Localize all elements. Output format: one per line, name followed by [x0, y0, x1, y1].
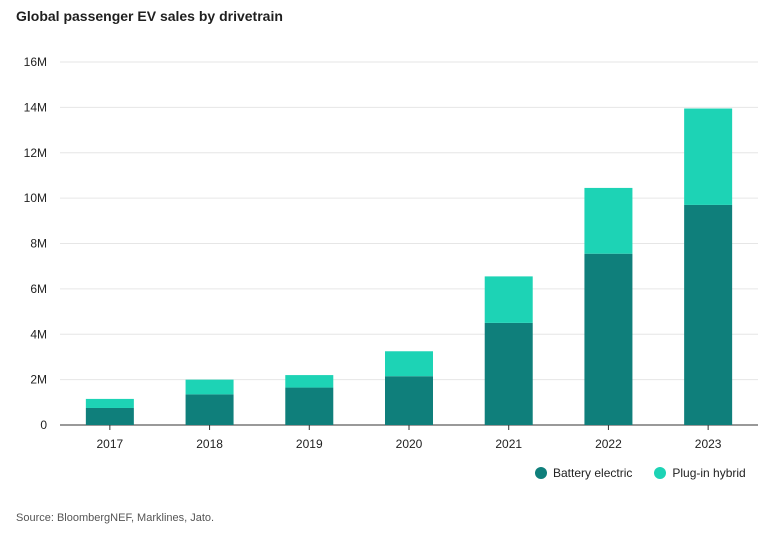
- legend: Battery electric Plug-in hybrid: [535, 466, 746, 480]
- y-tick-label: 8M: [30, 237, 47, 251]
- y-tick-label: 6M: [30, 282, 47, 296]
- legend-label-battery: Battery electric: [553, 466, 633, 480]
- legend-item-phev: Plug-in hybrid: [654, 466, 746, 480]
- bar-battery-2023: [684, 204, 733, 425]
- y-tick-label: 4M: [30, 327, 47, 341]
- bar-phev-2023: [684, 108, 733, 205]
- legend-label-phev: Plug-in hybrid: [672, 466, 746, 480]
- bar-phev-2021: [484, 276, 533, 323]
- legend-item-battery: Battery electric: [535, 466, 632, 480]
- legend-swatch-phev: [654, 467, 667, 479]
- y-tick-label: 14M: [24, 100, 47, 114]
- x-tick-label: 2021: [495, 437, 522, 451]
- bar-battery-2022: [584, 253, 633, 425]
- x-tick-label: 2018: [196, 437, 223, 451]
- legend-swatch-battery: [535, 467, 547, 479]
- y-tick-label: 0: [40, 418, 47, 432]
- x-tick-label: 2020: [396, 437, 423, 451]
- bar-phev-2019: [285, 375, 334, 388]
- y-tick-label: 16M: [24, 55, 47, 69]
- x-tick-label: 2019: [296, 437, 323, 451]
- bar-battery-2020: [385, 376, 433, 425]
- x-tick-label: 2017: [97, 437, 124, 451]
- bar-phev-2018: [185, 379, 234, 395]
- chart-title: Global passenger EV sales by drivetrain: [16, 8, 283, 24]
- x-tick-label: 2022: [595, 437, 622, 451]
- bar-phev-2017: [85, 398, 134, 408]
- bar-phev-2022: [584, 187, 633, 254]
- y-tick-label: 12M: [24, 146, 47, 160]
- y-tick-label: 10M: [24, 191, 47, 205]
- bar-battery-2021: [484, 322, 533, 425]
- bar-battery-2017: [85, 407, 134, 425]
- source-note: Source: BloombergNEF, Marklines, Jato.: [16, 512, 215, 524]
- bar-phev-2020: [385, 351, 433, 377]
- x-tick-label: 2023: [695, 437, 722, 451]
- bar-battery-2019: [285, 387, 334, 425]
- bar-battery-2018: [185, 394, 234, 425]
- y-tick-label: 2M: [30, 373, 47, 387]
